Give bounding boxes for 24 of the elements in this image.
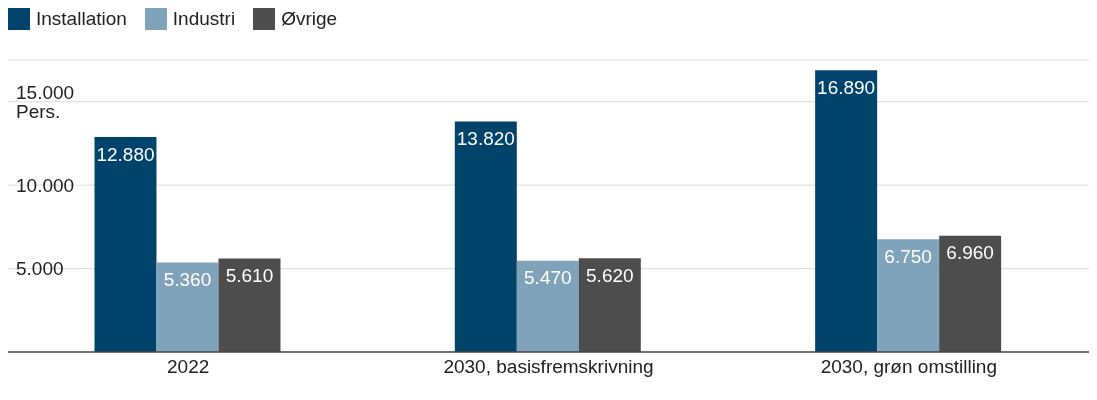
data-label: 6.960	[946, 242, 994, 264]
x-tick-label: 2022	[167, 356, 210, 378]
bar	[516, 260, 579, 352]
y-tick-label: 10.000	[16, 174, 75, 196]
data-label: 16.890	[817, 76, 876, 98]
x-tick-label: 2030, grøn omstilling	[820, 356, 998, 378]
y-tick-label: 5.000	[16, 258, 64, 280]
x-tick-label: 2030, basisfremskrivning	[443, 356, 654, 378]
data-label: 5.360	[163, 269, 212, 291]
data-label: 5.470	[524, 267, 572, 289]
data-label: 5.620	[586, 264, 634, 286]
data-label: 5.610	[225, 264, 274, 286]
legend-label: Øvrige	[281, 8, 338, 30]
data-label: 6.750	[884, 245, 932, 267]
bar	[454, 121, 517, 352]
data-label: 12.880	[96, 143, 155, 165]
bar	[815, 70, 878, 352]
bar	[877, 239, 940, 352]
bar	[94, 137, 157, 352]
y-tick-label: 15.000 Pers.	[16, 81, 75, 122]
bar	[156, 262, 219, 352]
data-label: 13.820	[456, 127, 515, 149]
legend-label: Installation	[36, 8, 127, 30]
legend-label: Industri	[172, 8, 236, 30]
